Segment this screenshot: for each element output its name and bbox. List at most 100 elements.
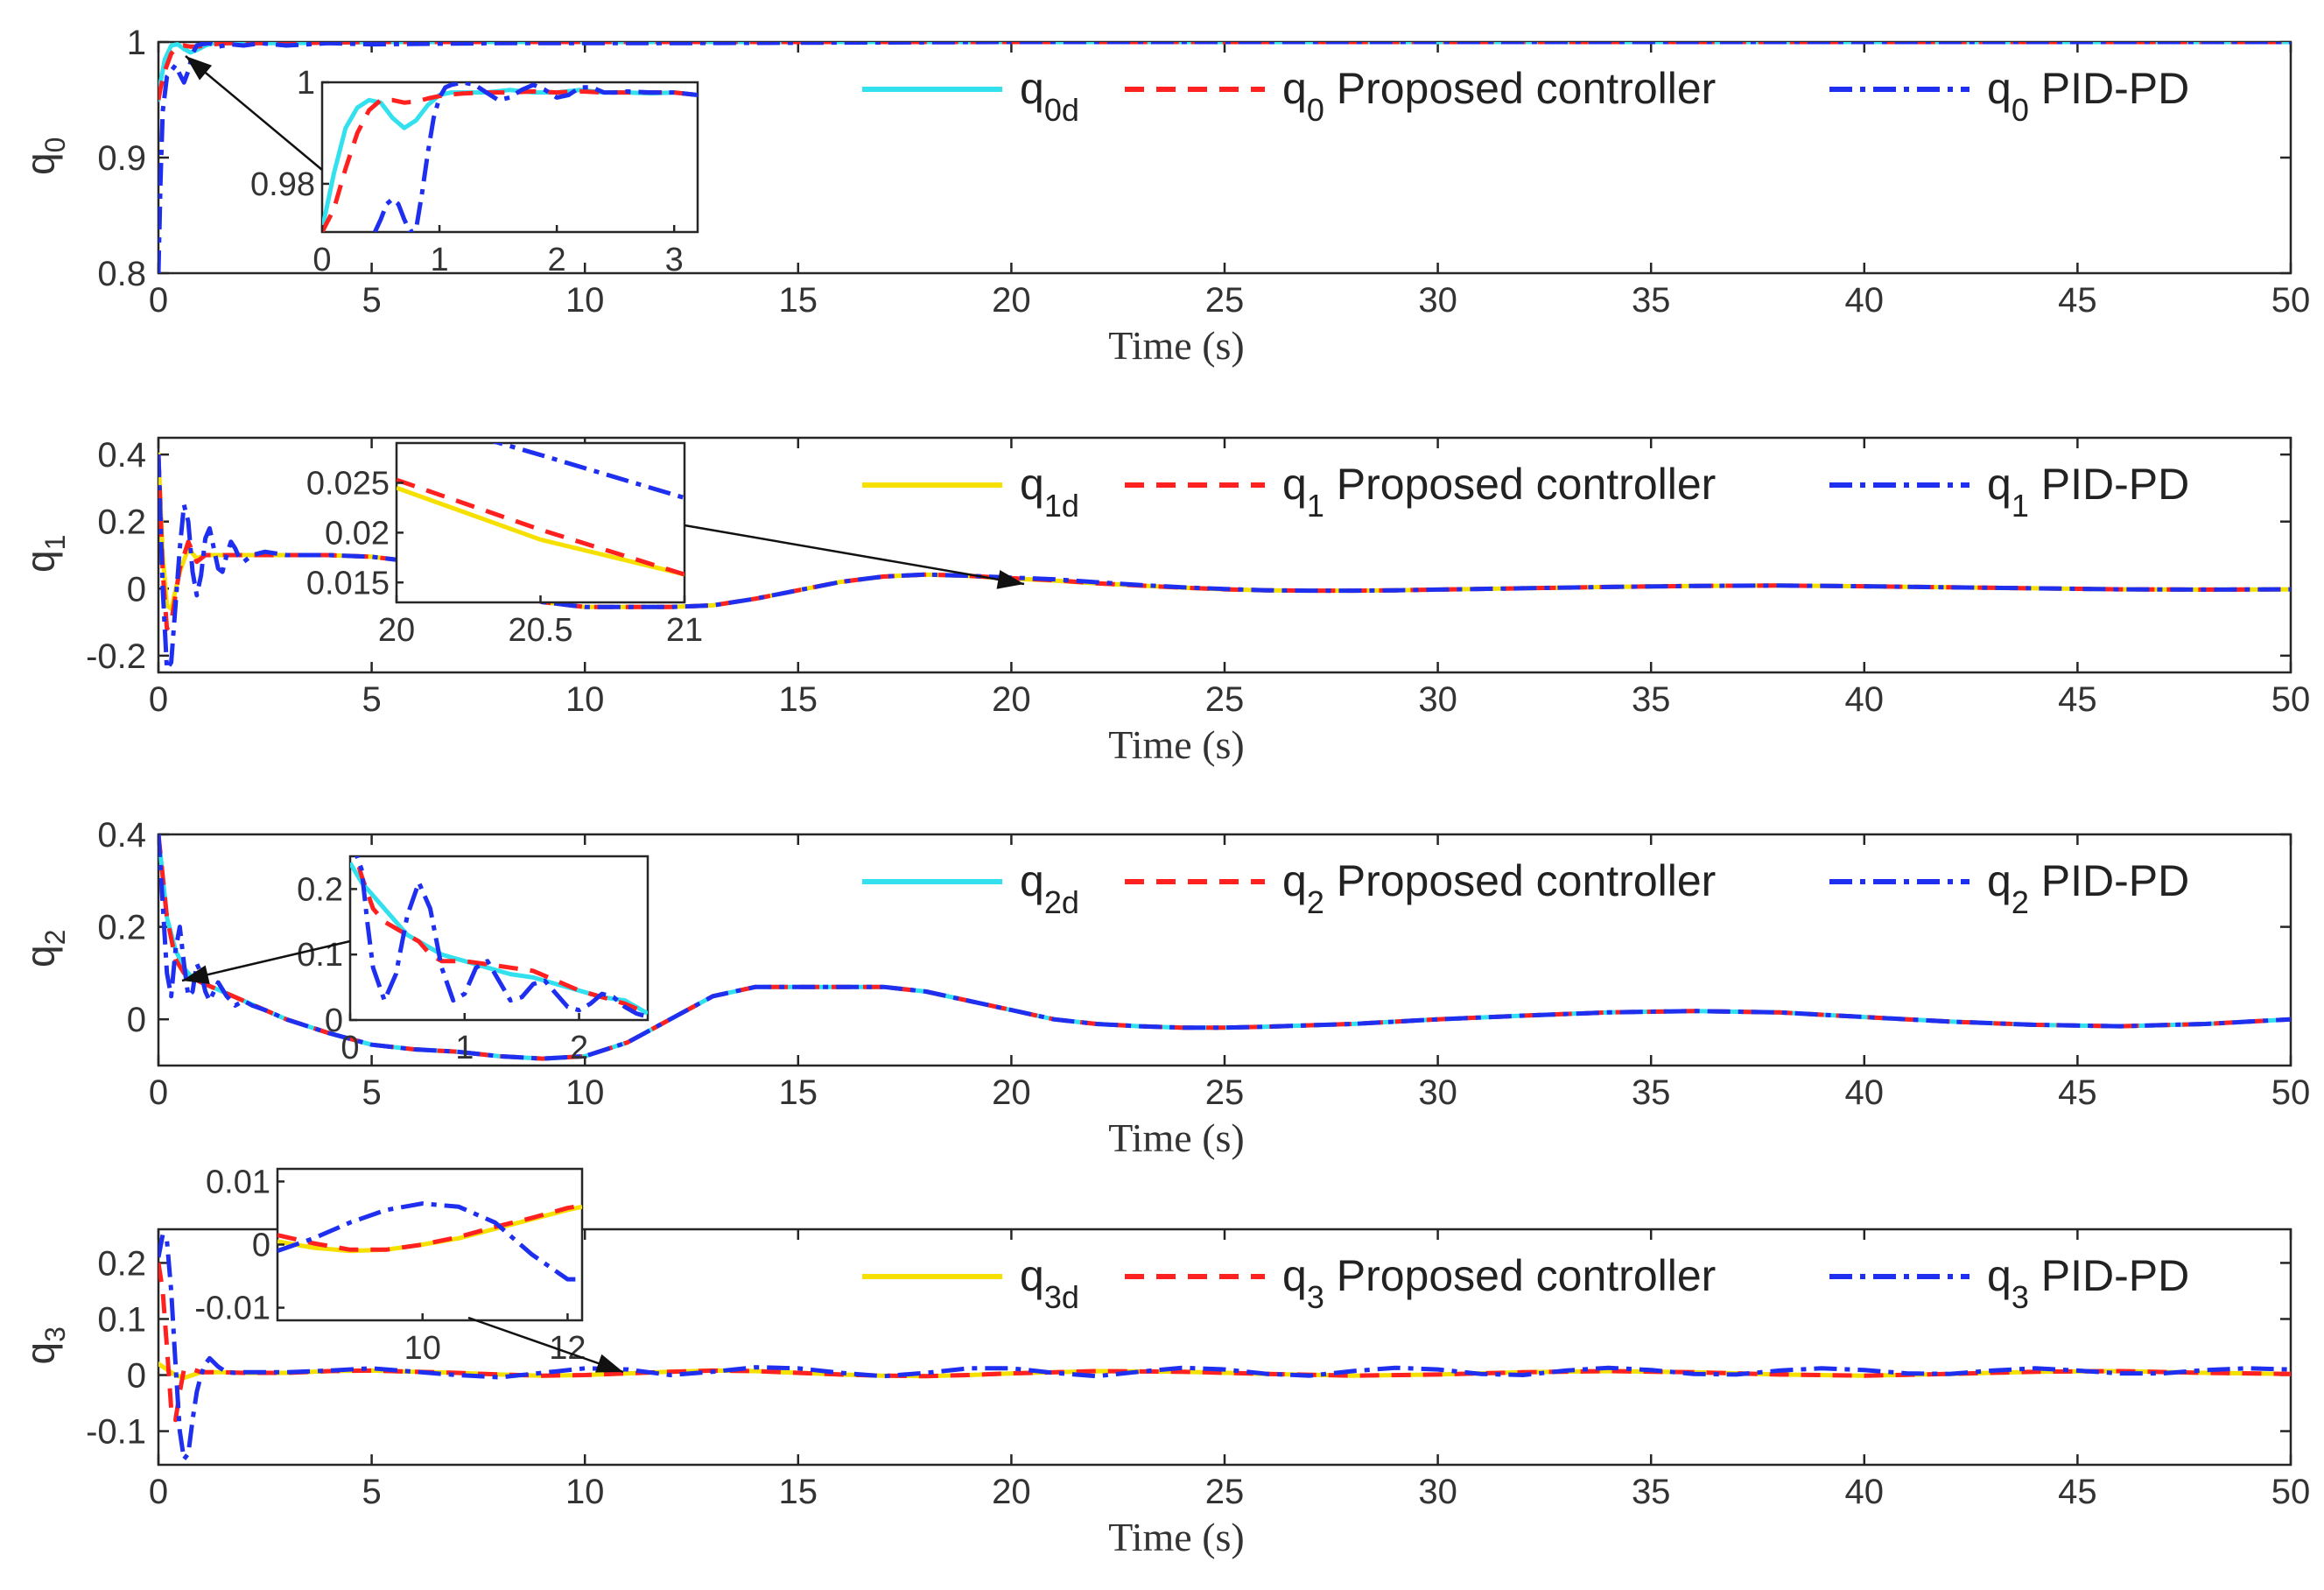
inset-series-group <box>277 1201 582 1282</box>
inset-series-line-2 <box>373 82 698 232</box>
inset-x-tick-label: 0 <box>341 1030 359 1066</box>
y-tick-label: 0.1 <box>97 1300 146 1339</box>
x-tick-label: 15 <box>779 680 818 719</box>
legend-label-2: q2 PID-PD <box>1987 856 2189 920</box>
inset-series-group <box>322 82 698 232</box>
zoom-arrow-line <box>181 939 351 982</box>
x-tick-label: 5 <box>362 1473 381 1511</box>
inset-series-line-1 <box>353 856 648 1016</box>
inset-y-tick-label: 0.98 <box>250 166 315 203</box>
x-axis-label: Time (s) <box>1108 1515 1245 1559</box>
inset-x-tick-label: 10 <box>404 1330 441 1367</box>
y-tick-label: -0.2 <box>86 637 146 676</box>
y-tick-label: 0 <box>127 570 146 609</box>
y-tick-label: 0.4 <box>97 436 146 475</box>
series-line-3-2 <box>158 1232 2291 1462</box>
series-group-3 <box>158 1232 2291 1462</box>
y-tick-label: 0.8 <box>97 255 146 293</box>
inset-y-tick-label: 0.02 <box>325 515 390 552</box>
inset-series-line-1 <box>397 477 685 577</box>
inset-x-tick-label: 2 <box>548 242 566 278</box>
x-tick-label: 15 <box>779 1473 818 1511</box>
x-tick-label: 40 <box>1845 1073 1885 1112</box>
inset-series-line-0 <box>350 862 648 1016</box>
inset-frame <box>395 441 686 604</box>
x-tick-label: 0 <box>149 1073 168 1112</box>
inset-y-tick-label: 0.025 <box>306 466 390 503</box>
x-tick-label: 15 <box>779 1073 818 1112</box>
legend-label-0: q1d <box>1020 460 1079 524</box>
series-line-1-2 <box>158 454 2291 672</box>
x-tick-label: 5 <box>362 1073 381 1112</box>
y-tick-label: 0.2 <box>97 1244 146 1283</box>
x-tick-label: 0 <box>149 281 168 320</box>
inset-series-group <box>350 856 648 1019</box>
inset-x-tick-label: 3 <box>665 242 684 278</box>
legend-label-1: q2 Proposed controller <box>1282 856 1716 920</box>
legend-label-1: q3 Proposed controller <box>1282 1251 1716 1315</box>
x-tick-label: 25 <box>1205 680 1245 719</box>
x-tick-label: 50 <box>2271 281 2311 320</box>
x-tick-label: 0 <box>149 1473 168 1511</box>
x-tick-label: 45 <box>2058 1073 2097 1112</box>
y-tick-label: 0.2 <box>97 909 146 947</box>
x-tick-label: 45 <box>2058 680 2097 719</box>
zoom-arrow-line <box>684 524 1025 586</box>
x-tick-label: 5 <box>362 680 381 719</box>
inset-series-line-2 <box>355 856 648 1019</box>
x-tick-label: 20 <box>992 281 1031 320</box>
x-tick-label: 20 <box>992 1073 1031 1112</box>
x-tick-label: 5 <box>362 281 381 320</box>
zoom-arrow-head <box>182 965 210 984</box>
legend-label-0: q3d <box>1020 1251 1079 1315</box>
inset-x-tick-label: 21 <box>666 612 703 649</box>
zoom-arrow-line <box>467 1316 624 1374</box>
x-tick-label: 25 <box>1205 281 1245 320</box>
legend-label-0: q2d <box>1020 856 1079 920</box>
y-tick-label: 1 <box>127 24 146 62</box>
inset-y-tick-label: -0.01 <box>194 1291 270 1327</box>
legend-label-2: q0 PID-PD <box>1987 64 2189 128</box>
x-tick-label: 30 <box>1418 680 1457 719</box>
inset-x-tick-label: 20 <box>378 612 415 649</box>
inset-x-tick-label: 1 <box>430 242 448 278</box>
inset-y-tick-label: 1 <box>297 65 315 102</box>
zoom-inset-0: 0 1 2 3 0.98 1 <box>185 55 699 278</box>
x-tick-label: 10 <box>565 1073 605 1112</box>
inset-y-tick-label: 0.2 <box>297 871 343 908</box>
zoom-arrow-head <box>186 56 213 81</box>
y-tick-label: 0.4 <box>97 816 146 855</box>
x-tick-label: 10 <box>565 680 605 719</box>
series-group-2 <box>158 834 2291 1061</box>
x-tick-label: 35 <box>1632 1073 1671 1112</box>
x-tick-label: 40 <box>1845 1473 1885 1511</box>
y-tick-label: -0.1 <box>86 1413 146 1452</box>
inset-series-line-1 <box>277 1203 582 1252</box>
x-axis-label: Time (s) <box>1108 1115 1245 1160</box>
legend-label-1: q1 Proposed controller <box>1282 460 1716 524</box>
inset-series-line-2 <box>491 443 685 500</box>
inset-y-tick-label: 0.015 <box>306 565 390 602</box>
inset-series-group <box>397 443 685 577</box>
y-tick-label: 0.9 <box>97 139 146 178</box>
x-tick-label: 35 <box>1632 680 1671 719</box>
x-tick-label: 35 <box>1632 1473 1671 1511</box>
inset-y-tick-label: 0.1 <box>297 937 343 974</box>
x-axis-label: Time (s) <box>1108 323 1245 368</box>
x-tick-label: 35 <box>1632 281 1671 320</box>
zoom-inset-2: 0 1 2 0 0.1 0.2 <box>181 855 649 1066</box>
inset-series-line-0 <box>397 485 685 577</box>
x-tick-label: 25 <box>1205 1473 1245 1511</box>
x-tick-label: 10 <box>565 281 605 320</box>
zoom-arrow-head <box>996 570 1024 589</box>
inset-x-tick-label: 2 <box>570 1030 588 1066</box>
x-tick-label: 30 <box>1418 1073 1457 1112</box>
x-tick-label: 20 <box>992 1473 1031 1511</box>
inset-frame <box>348 855 649 1022</box>
x-tick-label: 40 <box>1845 281 1885 320</box>
inset-y-tick-label: 0 <box>325 1003 343 1039</box>
series-group-1 <box>158 452 2291 672</box>
